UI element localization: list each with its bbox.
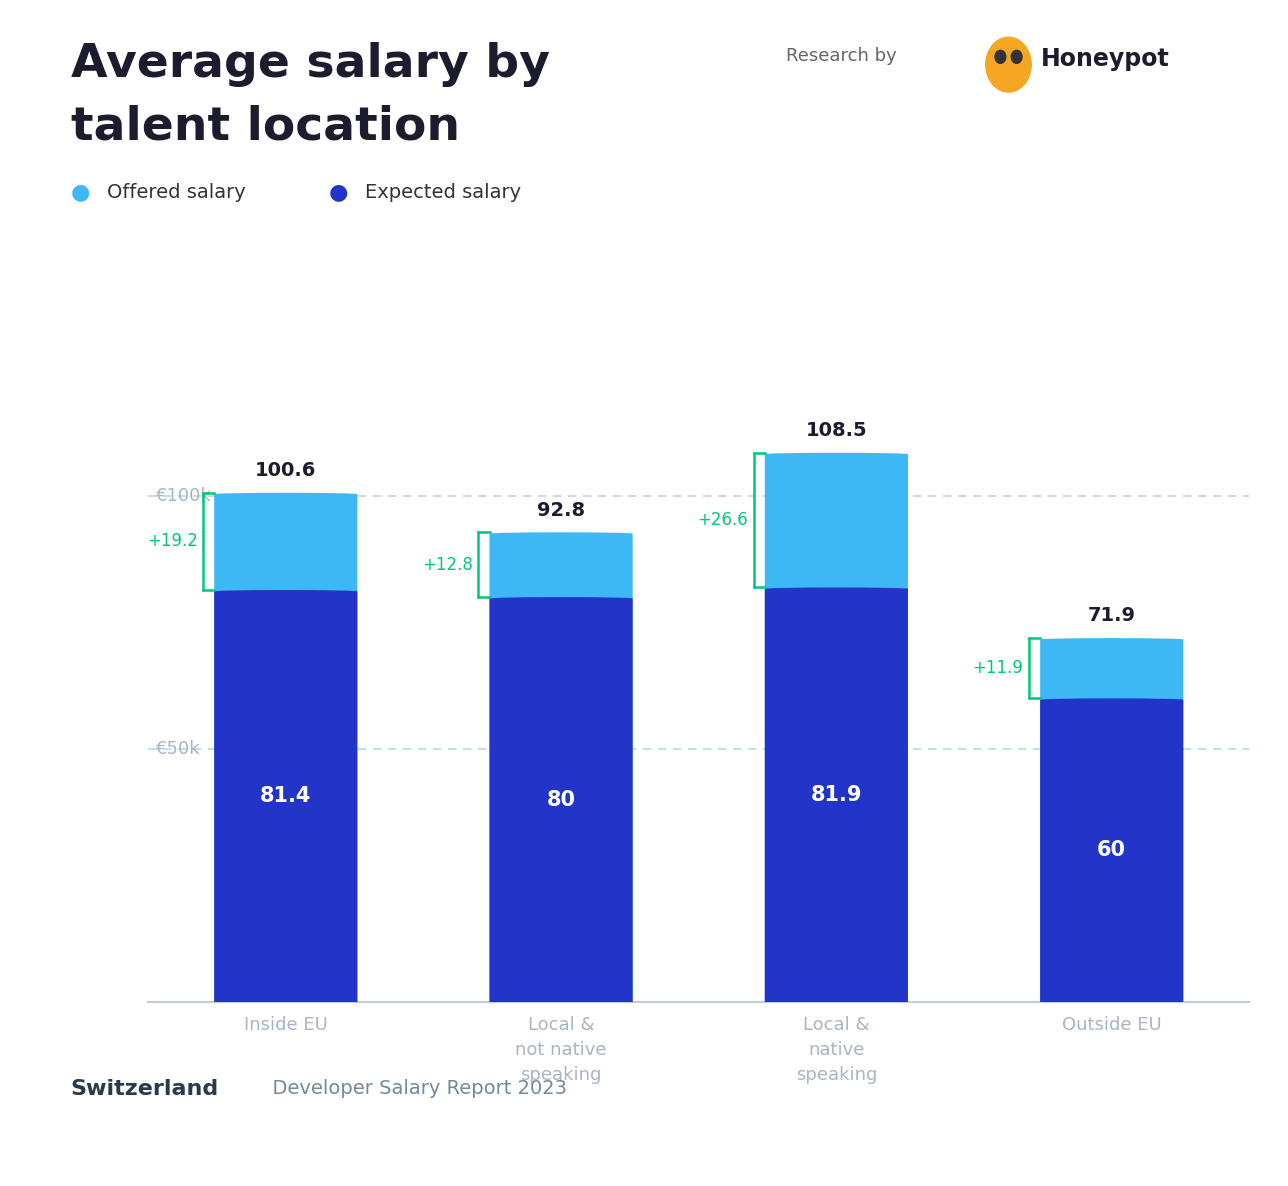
Text: +26.6: +26.6 bbox=[698, 511, 748, 529]
Text: 81.9: 81.9 bbox=[810, 785, 862, 805]
Text: +12.8: +12.8 bbox=[422, 556, 473, 574]
PathPatch shape bbox=[765, 587, 908, 1002]
Text: Average salary by: Average salary by bbox=[71, 42, 550, 87]
Text: 80: 80 bbox=[546, 790, 576, 810]
PathPatch shape bbox=[489, 533, 632, 1002]
Text: €50k: €50k bbox=[156, 740, 201, 758]
Text: 71.9: 71.9 bbox=[1087, 606, 1136, 625]
PathPatch shape bbox=[1041, 638, 1184, 1002]
Text: Expected salary: Expected salary bbox=[365, 183, 520, 202]
Text: +11.9: +11.9 bbox=[972, 659, 1024, 677]
Bar bbox=[222, 1085, 243, 1098]
Text: talent location: talent location bbox=[71, 104, 460, 149]
Text: 81.4: 81.4 bbox=[260, 786, 312, 806]
Bar bbox=[228, 1077, 237, 1107]
PathPatch shape bbox=[1041, 699, 1184, 1002]
Text: Switzerland: Switzerland bbox=[71, 1079, 219, 1098]
Text: 92.8: 92.8 bbox=[537, 500, 585, 519]
Text: ●: ● bbox=[71, 183, 90, 202]
Text: +19.2: +19.2 bbox=[147, 533, 197, 550]
Circle shape bbox=[1011, 50, 1023, 63]
Text: Developer Salary Report 2023: Developer Salary Report 2023 bbox=[260, 1079, 567, 1098]
Circle shape bbox=[985, 37, 1032, 93]
Text: Honeypot: Honeypot bbox=[1041, 47, 1170, 71]
Text: ●: ● bbox=[328, 183, 348, 202]
Text: 108.5: 108.5 bbox=[805, 421, 867, 440]
PathPatch shape bbox=[214, 589, 357, 1002]
Text: 60: 60 bbox=[1097, 840, 1126, 860]
Text: Research by: Research by bbox=[786, 47, 896, 65]
PathPatch shape bbox=[214, 493, 357, 1002]
Text: Offered salary: Offered salary bbox=[107, 183, 246, 202]
Text: €100k: €100k bbox=[156, 486, 213, 505]
Circle shape bbox=[994, 50, 1006, 63]
PathPatch shape bbox=[765, 453, 908, 1002]
PathPatch shape bbox=[489, 597, 632, 1002]
Text: 100.6: 100.6 bbox=[255, 461, 317, 480]
